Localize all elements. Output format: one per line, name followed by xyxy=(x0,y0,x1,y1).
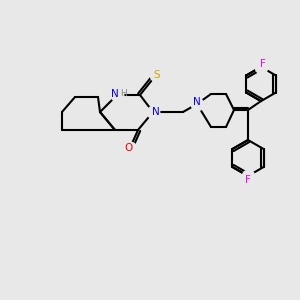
Text: O: O xyxy=(125,143,133,153)
Text: N: N xyxy=(111,89,119,99)
Text: F: F xyxy=(245,175,251,184)
Text: F: F xyxy=(260,59,266,69)
Text: S: S xyxy=(153,70,160,80)
Text: N: N xyxy=(193,97,201,106)
Text: H: H xyxy=(120,89,127,98)
Text: N: N xyxy=(152,107,159,117)
